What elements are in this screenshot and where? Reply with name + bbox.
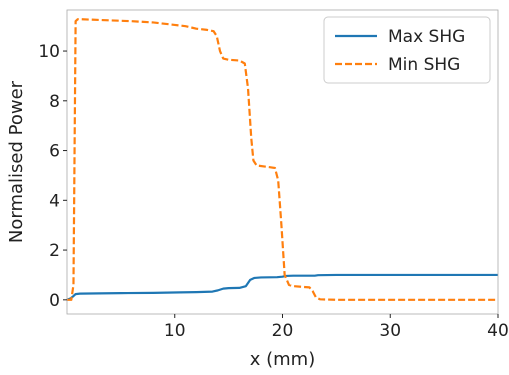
y-tick-label: 6 — [49, 142, 60, 162]
series-line — [67, 18, 498, 301]
series-line — [66, 273, 498, 301]
legend-label: Max SHG — [388, 27, 465, 47]
x-tick-label: 40 — [487, 321, 509, 341]
legend-label: Min SHG — [388, 55, 460, 75]
legend-box — [323, 16, 491, 84]
x-axis-label: x (mm) — [250, 349, 316, 370]
x-tick-label: 10 — [164, 321, 186, 341]
legend: Max SHG Min SHG — [323, 16, 491, 84]
y-axis-label: Normalised Power — [6, 80, 27, 243]
x-tick-label: 30 — [379, 321, 401, 341]
y-tick-label: 2 — [49, 241, 60, 261]
ticks-layer: 10 20 30 40 0 2 4 6 8 10 — [38, 42, 508, 341]
y-tick-label: 8 — [49, 92, 60, 112]
y-tick-label: 4 — [49, 191, 60, 211]
y-tick-label: 0 — [49, 291, 60, 311]
y-tick-label: 10 — [38, 42, 60, 62]
series-layer — [66, 18, 498, 301]
x-tick-label: 20 — [272, 321, 294, 341]
